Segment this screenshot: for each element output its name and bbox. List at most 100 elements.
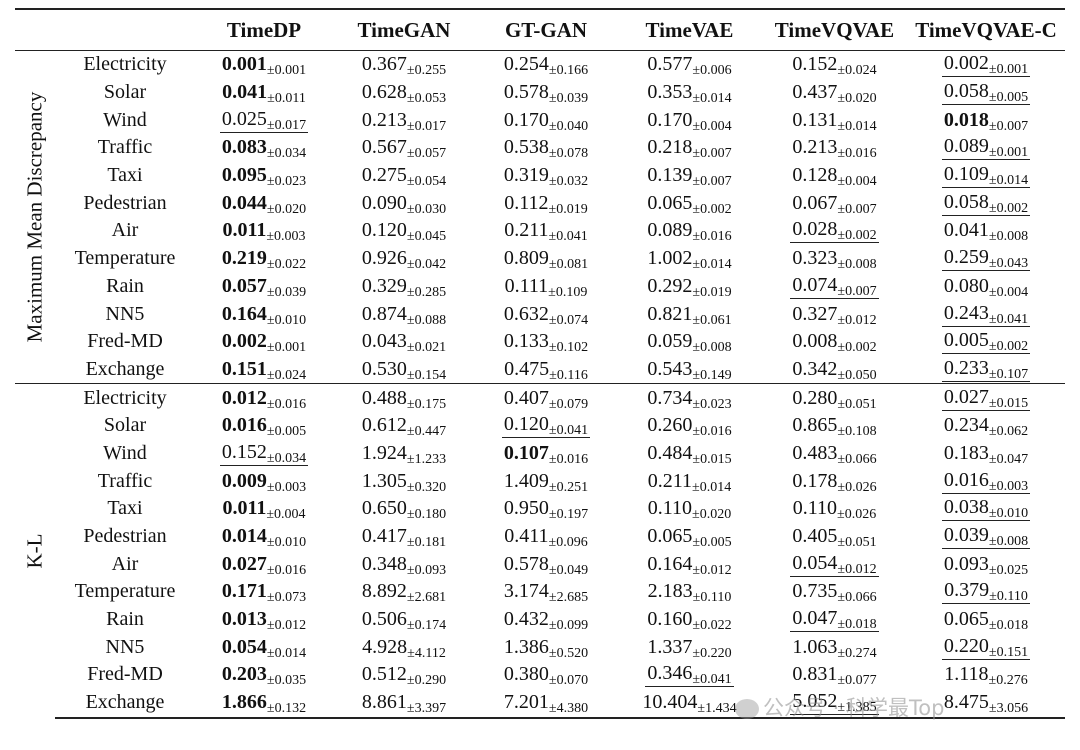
score: 0.280±0.051 (792, 387, 876, 412)
dataset-name: Pedestrian (83, 191, 167, 214)
score-mean: 0.018 (943, 108, 989, 131)
score-cell: 0.417±0.181 (333, 523, 475, 551)
score-mean: 0.319 (503, 164, 549, 187)
score-mean: 0.926 (361, 247, 407, 270)
score-cell: 0.578±0.049 (475, 550, 617, 578)
dataset-name: Wind (103, 441, 147, 464)
score-mean: 0.170 (503, 108, 549, 131)
score: 0.567±0.057 (362, 136, 446, 161)
score-cell: 0.090±0.030 (333, 189, 475, 217)
score-second-best: 0.058±0.005 (941, 80, 1031, 106)
score-mean: 0.380 (503, 663, 549, 686)
score-mean: 0.041 (222, 81, 268, 104)
score-mean: 0.012 (221, 386, 267, 409)
score-cell: 0.213±0.017 (333, 106, 475, 134)
score-cell: 0.367±0.255 (333, 51, 475, 79)
score-std: ±0.018 (988, 618, 1029, 634)
score-cell: 0.059±0.008 (617, 328, 762, 356)
score-std: ±0.520 (548, 645, 589, 661)
score: 8.861±3.397 (362, 691, 446, 716)
dataset-name: Solar (103, 414, 147, 437)
score-cell: 0.164±0.010 (195, 300, 333, 328)
score-cell: 0.002±0.001 (907, 51, 1065, 79)
score-std: ±0.014 (692, 479, 732, 495)
score-mean: 0.329 (361, 274, 407, 297)
score: 0.327±0.012 (792, 303, 876, 328)
score-std: ±0.017 (266, 117, 307, 133)
score-std: ±0.054 (406, 174, 447, 190)
dataset-name: Air (111, 219, 139, 242)
table-row: Maximum Mean Discrepancy Electricity 0.001… (15, 51, 1065, 343)
section-mmd: Maximum Mean Discrepancy Electricity 0.001… (15, 51, 1065, 384)
score: 8.892±2.681 (362, 580, 446, 605)
score-second-best: 0.074±0.007 (790, 274, 879, 299)
score-cell: 0.171±0.073 (195, 578, 333, 606)
score: 0.164±0.012 (647, 553, 731, 578)
score-mean: 0.211 (647, 469, 693, 492)
score-cell: 0.243±0.041 (907, 300, 1065, 328)
score-mean: 0.512 (361, 663, 407, 686)
score-std: ±0.041 (548, 229, 588, 245)
score-cell: 0.219±0.022 (195, 245, 333, 273)
score: 1.386±0.520 (504, 636, 589, 661)
score: 0.065±0.018 (944, 608, 1029, 634)
table-row: Air 0.027±0.016 0.348±0.093 0.578±0.049 0.16… (15, 550, 1065, 578)
table-row: NN5 0.164±0.010 0.874±0.088 0.632±0.074 0.82… (15, 300, 1065, 328)
score-std: ±4.112 (407, 645, 446, 661)
metric-label: K-L (22, 533, 47, 569)
score-second-best: 0.089±0.001 (941, 135, 1031, 161)
score: 1.118±0.276 (944, 663, 1027, 688)
score-std: ±2.685 (548, 590, 589, 606)
score-std: ±0.061 (692, 312, 732, 328)
score-cell: 0.107±0.016 (475, 440, 617, 468)
score-cell: 0.001±0.001 (195, 51, 333, 79)
score-std: ±0.004 (266, 507, 306, 523)
score-best: 0.018±0.007 (943, 108, 1028, 134)
table-row: K-L Electricity 0.012±0.016 0.488±0.175 0.40… (15, 383, 1065, 718)
score-mean: 0.039 (943, 524, 989, 547)
score-second-best: 0.016±0.003 (941, 469, 1031, 494)
score-std: ±0.002 (837, 340, 877, 356)
score-cell: 0.008±0.002 (762, 328, 907, 356)
score-std: ±0.030 (406, 201, 447, 217)
score-mean: 0.831 (792, 663, 838, 686)
score-mean: 0.259 (943, 246, 989, 269)
score-cell: 0.254±0.166 (475, 51, 617, 79)
score-mean: 0.047 (792, 607, 838, 630)
score: 8.475±3.056 (944, 691, 1028, 716)
score-cell: 0.089±0.016 (617, 217, 762, 245)
score-mean: 0.083 (221, 136, 267, 159)
score-cell: 0.327±0.012 (762, 300, 907, 328)
metric-label: Maximum Mean Discrepancy (22, 91, 47, 343)
score-std: ±0.023 (266, 174, 307, 190)
score: 0.926±0.042 (361, 247, 446, 272)
score-mean: 0.213 (792, 136, 838, 159)
score-std: ±0.006 (692, 63, 732, 79)
score-cell: 0.612±0.447 (333, 412, 475, 440)
score-mean: 0.028 (792, 218, 838, 241)
score-mean: 3.174 (503, 580, 549, 603)
score: 0.319±0.032 (503, 164, 588, 189)
table-row: Exchange 1.866±0.132 8.861±3.397 7.201±4.38… (15, 688, 1065, 719)
watermark: 公众号 · 科学最Top (735, 692, 944, 722)
score-mean: 0.865 (792, 414, 838, 437)
table-row: Taxi 0.095±0.023 0.275±0.054 0.319±0.032 0.1… (15, 162, 1065, 190)
score-mean: 0.011 (222, 219, 267, 242)
score: 0.170±0.040 (503, 108, 588, 134)
score-std: ±0.039 (266, 284, 307, 300)
score-mean: 10.404 (642, 691, 698, 714)
score-cell: 0.628±0.053 (333, 79, 475, 107)
score: 0.380±0.070 (503, 663, 588, 688)
score-cell: 0.164±0.012 (617, 550, 762, 578)
score-cell: 0.074±0.007 (762, 273, 907, 301)
score-mean: 0.218 (647, 136, 693, 159)
dataset-name: Traffic (97, 136, 153, 159)
table-row: Traffic 0.009±0.003 1.305±0.320 1.409±0.251… (15, 467, 1065, 495)
score-std: ±0.034 (266, 450, 307, 466)
score: 0.329±0.285 (361, 274, 446, 300)
score: 0.831±0.077 (792, 663, 876, 688)
score-std: ±0.014 (692, 91, 732, 107)
dataset-name: Temperature (74, 580, 176, 603)
score-best: 0.012±0.016 (221, 386, 306, 412)
score: 0.865±0.108 (792, 414, 876, 439)
